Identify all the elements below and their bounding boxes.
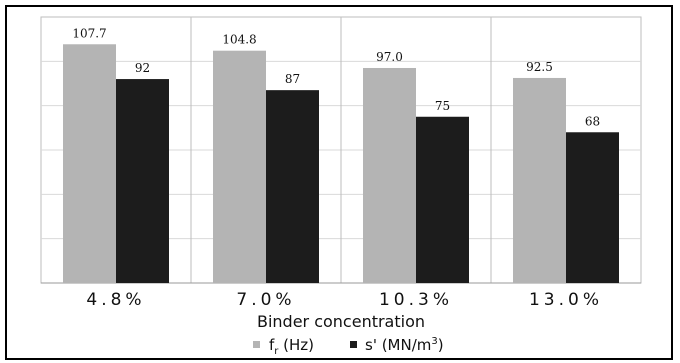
category-label: 7.0% — [236, 290, 295, 310]
data-label: 68 — [585, 114, 600, 128]
value-labels: 107.7 92 104.8 87 97.0 75 92.5 68 — [72, 26, 600, 128]
data-label: 97.0 — [376, 50, 403, 64]
data-label: 75 — [435, 99, 450, 113]
category-label: 4.8% — [86, 290, 145, 310]
legend-label: fr (Hz) — [269, 336, 314, 357]
chart-frame: 107.7 92 104.8 87 97.0 75 92.5 68 4.8% 7.0% 10.3%… — [5, 5, 673, 360]
data-label: 92 — [135, 61, 150, 75]
legend-swatch — [253, 341, 260, 348]
category-label: 13.0% — [529, 290, 603, 310]
data-label: 107.7 — [72, 26, 106, 40]
x-axis-title: Binder concentration — [257, 312, 425, 331]
bar — [513, 77, 566, 283]
bar — [266, 90, 319, 284]
bar-chart: 107.7 92 104.8 87 97.0 75 92.5 68 4.8% 7.0% 10.3%… — [40, 16, 642, 357]
bar — [116, 79, 169, 283]
legend-label: s' (MN/m3) — [365, 336, 444, 354]
legend: fr (Hz) s' (MN/m3) — [253, 336, 444, 357]
bar — [363, 67, 416, 283]
bar — [566, 132, 619, 283]
category-label: 10.3% — [379, 290, 453, 310]
bar — [416, 116, 469, 283]
bars — [63, 44, 619, 284]
bar — [213, 50, 266, 284]
data-label: 87 — [285, 72, 300, 86]
data-label: 104.8 — [222, 33, 256, 47]
bar — [63, 44, 116, 283]
category-labels: 4.8% 7.0% 10.3% 13.0% — [86, 290, 603, 310]
legend-swatch — [350, 341, 357, 348]
data-label: 92.5 — [526, 60, 553, 74]
